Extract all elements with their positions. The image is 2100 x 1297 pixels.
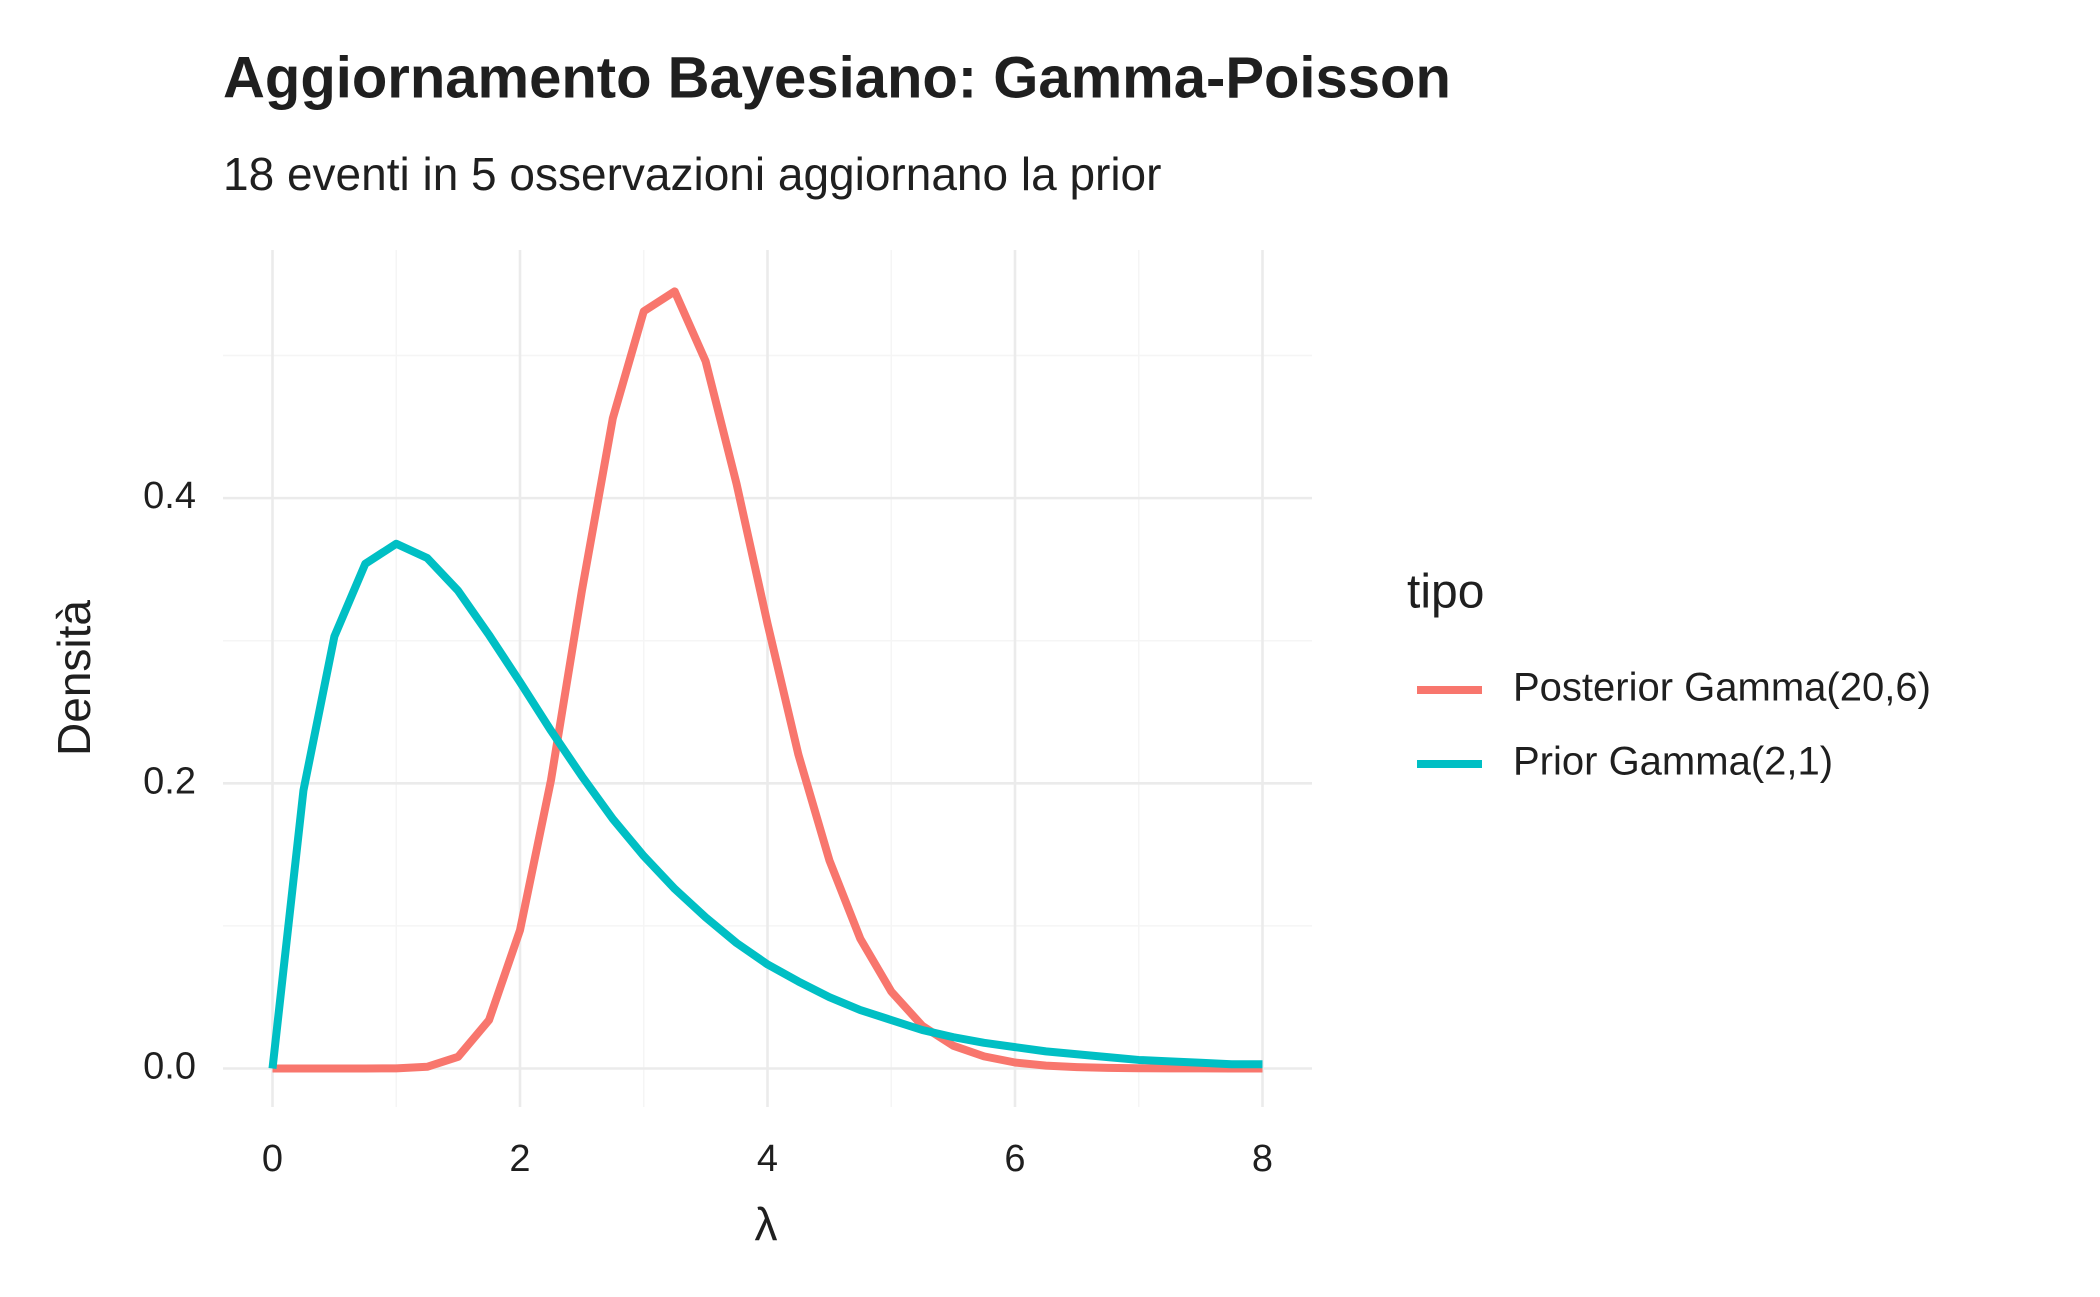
series-line [272, 287, 1263, 1073]
x-tick-label: 2 [509, 1138, 530, 1180]
major-grid [223, 250, 1312, 1107]
x-tick-label: 0 [262, 1138, 283, 1180]
x-tick-label: 8 [1252, 1138, 1273, 1180]
series-line [268, 539, 1263, 1069]
y-tick-label: 0.2 [143, 760, 196, 802]
legend-label: Prior Gamma(2,1) [1513, 740, 1833, 784]
x-tick-label: 4 [757, 1138, 778, 1180]
y-tick-label: 0.0 [143, 1046, 196, 1088]
x-axis-title: λ [755, 1198, 778, 1250]
legend-title: tipo [1407, 566, 1484, 619]
legend-label: Posterior Gamma(20,6) [1513, 666, 1931, 710]
y-tick-label: 0.4 [143, 475, 196, 517]
chart-title: Aggiornamento Bayesiano: Gamma-Poisson [223, 45, 1451, 110]
lines [268, 287, 1263, 1073]
chart-subtitle: 18 eventi in 5 osservazioni aggiornano l… [223, 148, 1161, 200]
x-tick-label: 6 [1004, 1138, 1025, 1180]
y-axis-title: Densità [48, 600, 100, 756]
